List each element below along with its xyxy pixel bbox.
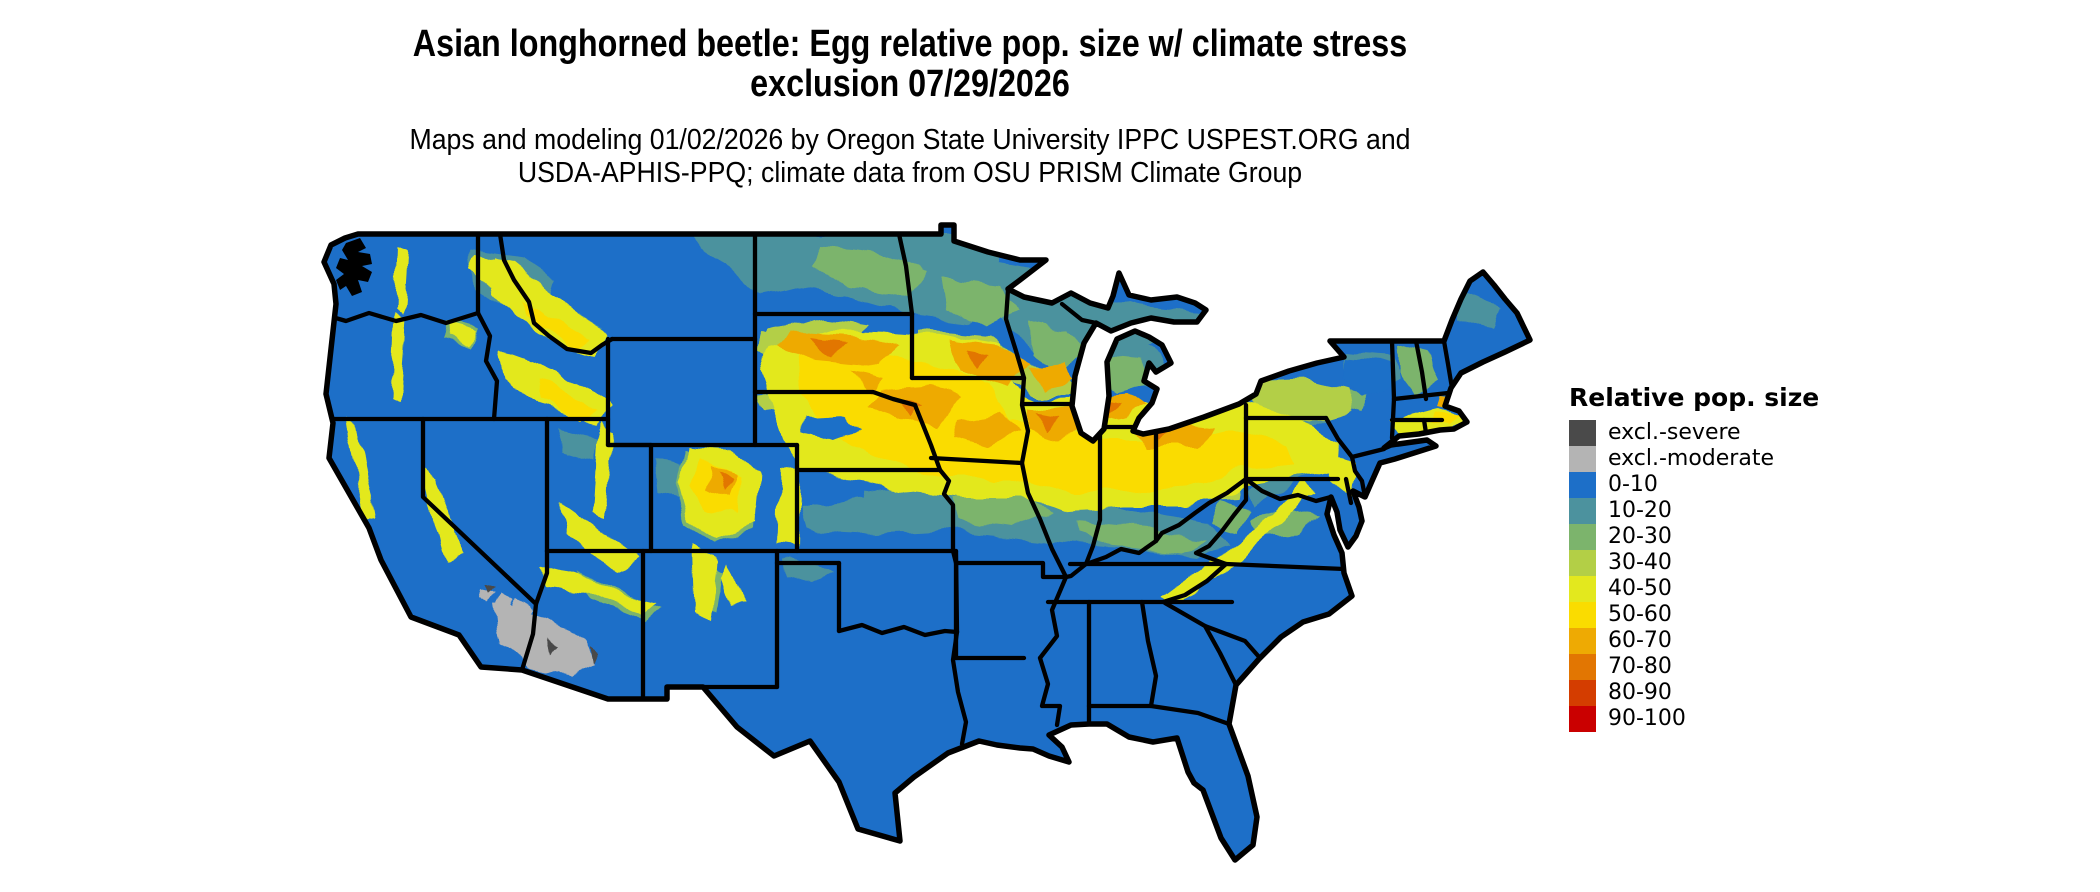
legend-swatch: [1569, 706, 1596, 732]
legend-label: 60-70: [1608, 628, 1672, 653]
map-title-line2: exclusion 07/29/2026: [750, 63, 1070, 105]
legend-rows: excl.-severe excl.-moderate 0-10 10-20 20-30…: [1569, 420, 1819, 732]
legend-swatch: [1569, 550, 1596, 576]
legend-label: 70-80: [1608, 654, 1672, 679]
legend-row: 30-40: [1569, 550, 1819, 576]
legend-label: 50-60: [1608, 602, 1672, 627]
map-heat-regions: [346, 233, 1500, 678]
legend-swatch: [1569, 654, 1596, 680]
legend-row: 70-80: [1569, 654, 1819, 680]
legend-label: 0-10: [1608, 472, 1658, 497]
legend-swatch: [1569, 472, 1596, 498]
legend-row: 0-10: [1569, 472, 1819, 498]
legend-row: 40-50: [1569, 576, 1819, 602]
map-title-line1: Asian longhorned beetle: Egg relative po…: [412, 23, 1408, 65]
legend-label: 10-20: [1608, 498, 1672, 523]
legend: Relative pop. size excl.-severe excl.-mod…: [1569, 384, 1819, 732]
exclusion-moderate-regions: [478, 585, 595, 678]
header: Asian longhorned beetle: Egg relative po…: [0, 24, 1820, 190]
map-title: Asian longhorned beetle: Egg relative po…: [137, 24, 1684, 104]
us-outline: [321, 222, 1533, 863]
puget-sound-inlets: [336, 238, 372, 296]
legend-row: excl.-moderate: [1569, 446, 1819, 472]
legend-row: excl.-severe: [1569, 420, 1819, 446]
legend-row: 90-100: [1569, 706, 1819, 732]
legend-label: 40-50: [1608, 576, 1672, 601]
map-subtitle-line2: USDA-APHIS-PPQ; climate data from OSU PR…: [517, 157, 1303, 189]
legend-row: 20-30: [1569, 524, 1819, 550]
exclusion-severe-regions: [484, 580, 600, 664]
map-fill-area: [324, 225, 1530, 860]
heat-blue-cores: [804, 358, 1392, 440]
legend-label: 90-100: [1608, 706, 1686, 731]
legend-row: 80-90: [1569, 680, 1819, 706]
legend-swatch: [1569, 524, 1596, 550]
legend-label: 30-40: [1608, 550, 1672, 575]
legend-row: 60-70: [1569, 628, 1819, 654]
legend-row: 50-60: [1569, 602, 1819, 628]
legend-swatch: [1569, 420, 1596, 446]
legend-title: Relative pop. size: [1569, 383, 1820, 412]
legend-label: 80-90: [1608, 680, 1672, 705]
legend-swatch: [1569, 576, 1596, 602]
legend-label: 20-30: [1608, 524, 1672, 549]
legend-swatch: [1569, 628, 1596, 654]
legend-swatch: [1569, 498, 1596, 524]
map-subtitle: Maps and modeling 01/02/2026 by Oregon S…: [73, 124, 1747, 190]
legend-swatch: [1569, 446, 1596, 472]
legend-label: excl.-moderate: [1608, 446, 1774, 471]
map-subtitle-line1: Maps and modeling 01/02/2026 by Oregon S…: [409, 124, 1411, 156]
legend-row: 10-20: [1569, 498, 1819, 524]
legend-swatch: [1569, 680, 1596, 706]
legend-label: excl.-severe: [1608, 420, 1741, 445]
legend-swatch: [1569, 602, 1596, 628]
state-borders: [324, 231, 1455, 747]
